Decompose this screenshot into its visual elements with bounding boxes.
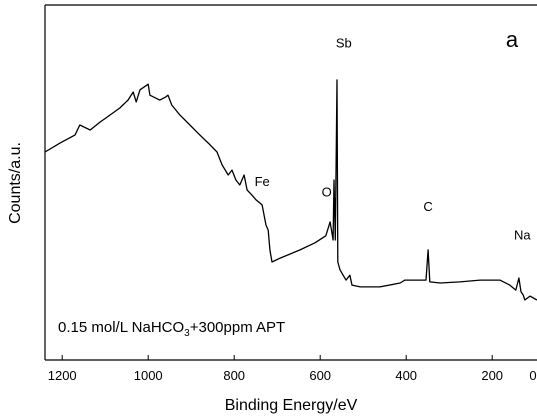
y-axis-label: Counts/a.u. (7, 142, 24, 224)
panel-label: a (506, 27, 519, 52)
spectrum-line (44, 79, 537, 301)
peak-label: Na (514, 227, 531, 242)
x-tick-label: 1200 (48, 368, 77, 383)
peak-label: C (423, 199, 432, 214)
x-tick-label: 200 (481, 368, 503, 383)
sample-label-sub: 3 (184, 328, 190, 339)
sample-label: 0.15 mol/L NaHCO3+300ppm APT (58, 319, 285, 339)
sample-label-part: 0.15 mol/L NaHCO (58, 319, 184, 336)
x-tick-label: 600 (309, 368, 331, 383)
x-tick-label: 400 (395, 368, 417, 383)
x-axis-label: Binding Energy/eV (225, 397, 358, 414)
x-tick-label: 0 (529, 368, 536, 383)
sample-label-part: +300ppm APT (190, 319, 285, 336)
peak-label: Fe (255, 174, 270, 189)
x-tick-label: 1000 (134, 368, 163, 383)
x-tick-label: 800 (223, 368, 245, 383)
peak-label: Sb (336, 36, 352, 51)
peak-label: O (322, 185, 332, 200)
